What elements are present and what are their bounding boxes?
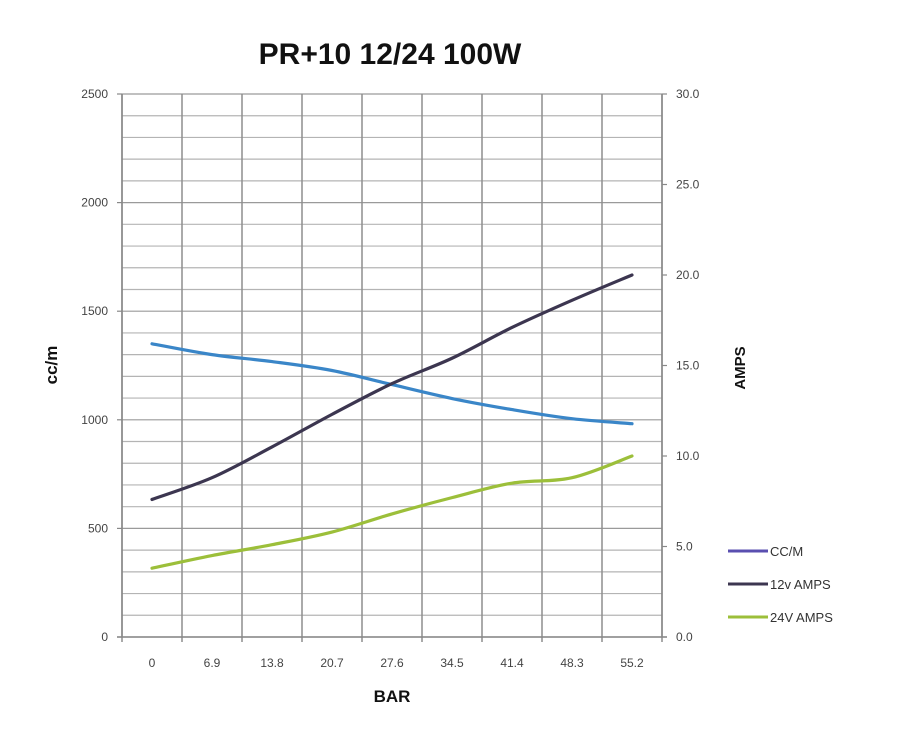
x-tick-label: 48.3 [560, 656, 584, 670]
legend-label: 24V AMPS [770, 610, 833, 625]
y2-tick-label: 25.0 [676, 178, 700, 192]
y2-tick-label: 5.0 [676, 540, 693, 554]
legend-label: CC/M [770, 544, 803, 559]
x-tick-label: 20.7 [320, 656, 344, 670]
y2-tick-label: 10.0 [676, 449, 700, 463]
y-tick-label: 0 [101, 630, 108, 644]
y2-tick-label: 30.0 [676, 87, 700, 101]
y-tick-label: 1500 [81, 304, 108, 318]
y-tick-label: 2000 [81, 196, 108, 210]
chart-title: PR+10 12/24 100W [258, 38, 522, 71]
y-tick-label: 500 [88, 521, 108, 535]
x-tick-label: 34.5 [440, 656, 464, 670]
y-tick-label: 1000 [81, 413, 108, 427]
legend-label: 12v AMPS [770, 577, 831, 592]
x-tick-label: 6.9 [204, 656, 221, 670]
series-line-12v-amps [150, 273, 634, 502]
series-line-24v-amps [150, 454, 634, 570]
x-tick-label: 0 [149, 656, 156, 670]
x-tick-label: 13.8 [260, 656, 284, 670]
y2-tick-label: 20.0 [676, 268, 700, 282]
y2-axis-title: AMPS [732, 346, 749, 389]
x-tick-label: 41.4 [500, 656, 524, 670]
y-axis-title: cc/m [42, 346, 61, 385]
x-tick-label: 27.6 [380, 656, 404, 670]
x-axis-title: BAR [374, 687, 411, 706]
y2-tick-label: 0.0 [676, 630, 693, 644]
x-tick-label: 55.2 [620, 656, 644, 670]
y-tick-label: 2500 [81, 87, 108, 101]
y2-tick-label: 15.0 [676, 359, 700, 373]
